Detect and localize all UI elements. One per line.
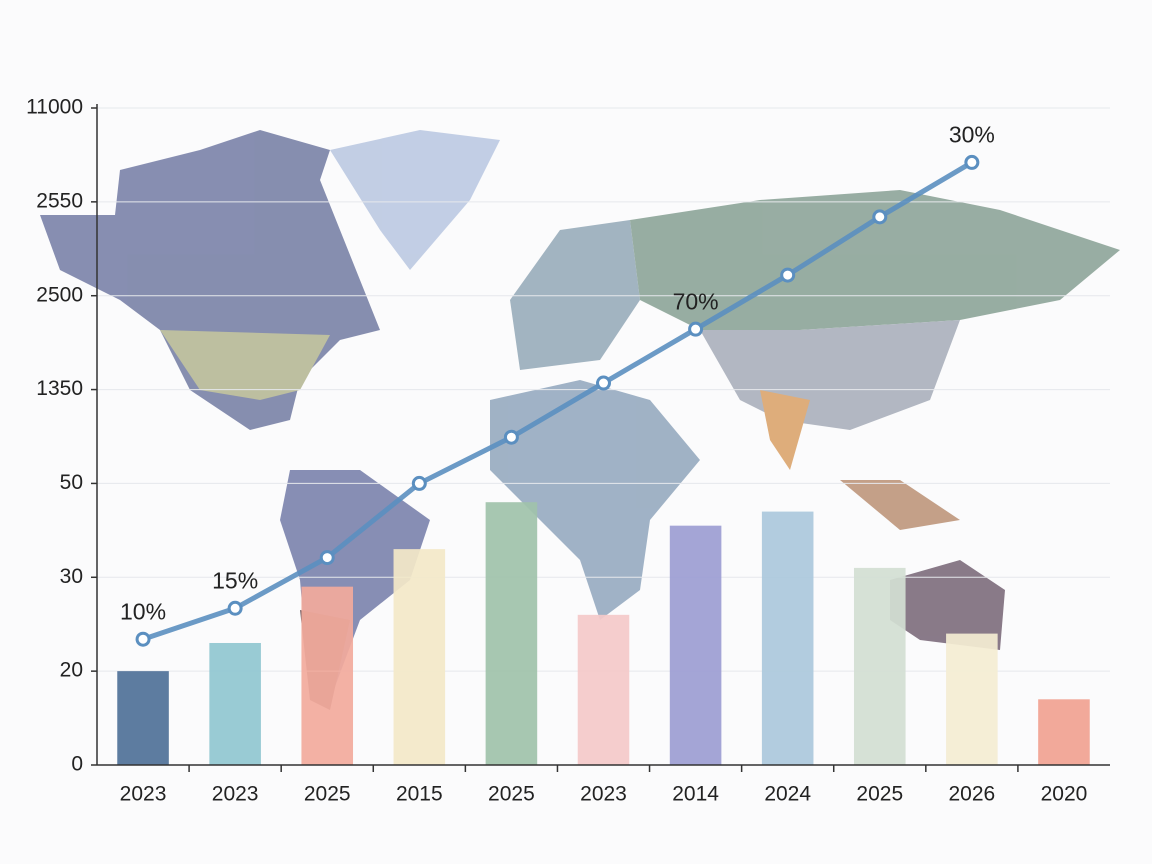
- line-point: [227, 600, 243, 616]
- y-tick-label: 2500: [36, 283, 83, 306]
- point-label: 15%: [212, 567, 258, 593]
- x-tick-label: 2025: [856, 783, 903, 806]
- bar: [761, 511, 814, 765]
- y-tick-label: 20: [60, 659, 83, 682]
- x-tick-label: 2025: [488, 783, 535, 806]
- x-tick-label: 2015: [396, 783, 443, 806]
- y-tick-label: 30: [60, 565, 83, 588]
- line-point: [135, 631, 151, 647]
- point-label: 10%: [120, 598, 166, 624]
- y-tick-label: 2550: [36, 189, 83, 212]
- x-tick-label: 2023: [580, 783, 627, 806]
- bar: [853, 567, 906, 765]
- bar: [577, 614, 630, 765]
- x-tick-label: 2024: [764, 783, 811, 806]
- y-tick-label: 0: [71, 753, 83, 776]
- line-point: [411, 475, 427, 491]
- x-tick-label: 2014: [672, 783, 719, 806]
- bar: [393, 549, 446, 765]
- bar: [117, 671, 169, 765]
- x-tick-label: 2025: [304, 783, 351, 806]
- line-point: [319, 550, 335, 566]
- x-tick-label: 2023: [212, 783, 259, 806]
- line-point: [872, 209, 888, 225]
- x-tick-label: 2020: [1041, 783, 1088, 806]
- line-point: [688, 321, 704, 337]
- line-point: [596, 375, 611, 391]
- point-label: 30%: [949, 122, 995, 148]
- line-point: [503, 429, 519, 445]
- y-tick-label: 50: [60, 471, 83, 494]
- y-tick-label: 11000: [26, 96, 83, 119]
- bar: [1038, 699, 1090, 765]
- bar: [485, 502, 538, 765]
- point-label: 70%: [673, 288, 719, 314]
- line-point: [780, 267, 796, 283]
- bar: [669, 525, 722, 765]
- x-tick-label: 2026: [949, 783, 996, 806]
- bar: [301, 586, 354, 765]
- y-tick-label: 1350: [36, 377, 83, 400]
- bar: [946, 633, 998, 765]
- bar: [209, 642, 261, 765]
- trend-line: [140, 159, 975, 642]
- x-tick-label: 2023: [120, 783, 167, 806]
- line-point: [964, 154, 980, 170]
